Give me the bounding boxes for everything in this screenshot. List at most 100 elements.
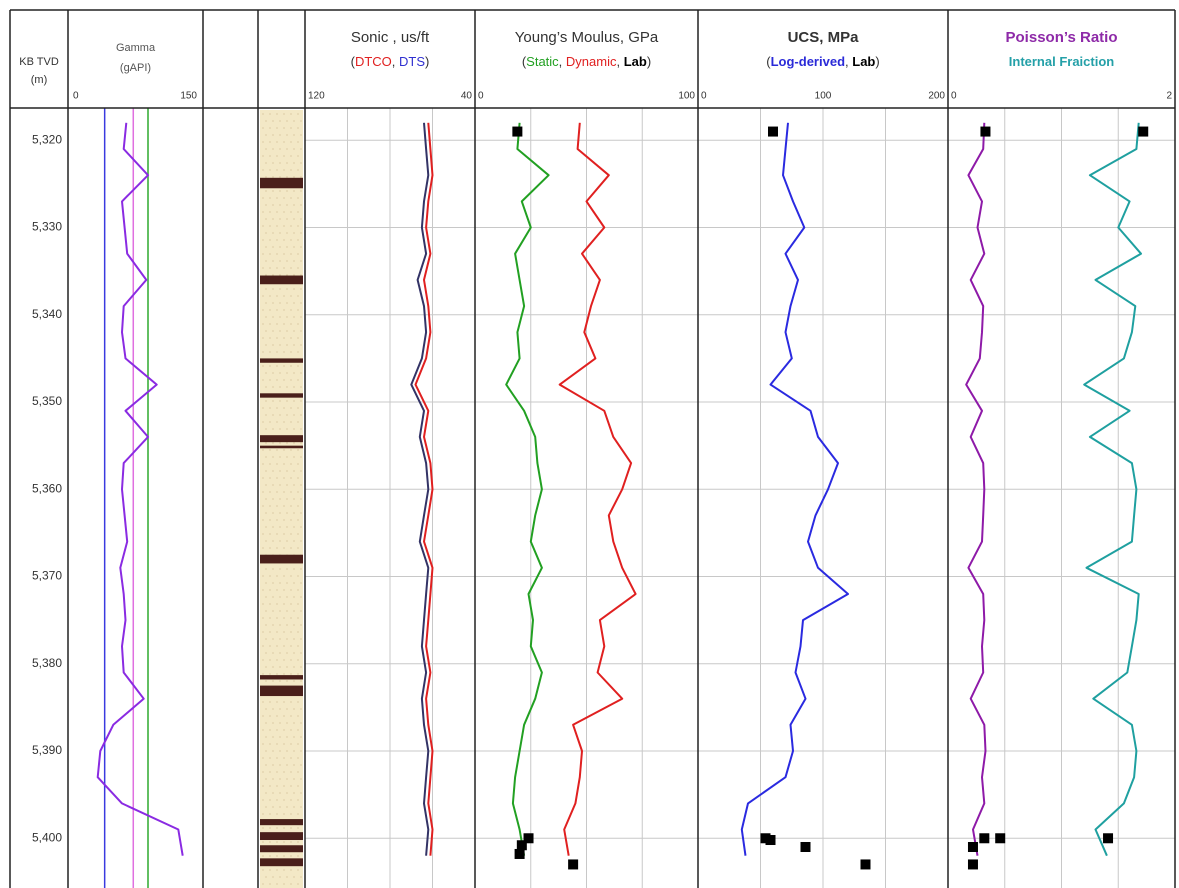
sand-dot xyxy=(269,799,271,801)
sand-dot xyxy=(272,750,274,752)
shale-bed xyxy=(260,358,303,363)
sand-dot xyxy=(286,540,288,542)
sand-dot xyxy=(286,456,288,458)
sand-dot xyxy=(286,484,288,486)
sand-dot xyxy=(290,155,292,157)
sand-dot xyxy=(297,659,299,661)
sand-dot xyxy=(269,295,271,297)
subtitle-part: , xyxy=(845,54,852,69)
sand-dot xyxy=(286,568,288,570)
shale-bed xyxy=(260,832,303,841)
subtitle-part: Log-derived xyxy=(771,54,845,69)
sand-dot xyxy=(276,323,278,325)
sand-dot xyxy=(293,540,295,542)
sand-dot xyxy=(269,519,271,521)
sand-dot xyxy=(290,743,292,745)
sand-dot xyxy=(272,498,274,500)
sand-dot xyxy=(290,533,292,535)
sand-dot xyxy=(286,876,288,878)
sand-dot xyxy=(286,638,288,640)
sand-dot xyxy=(279,162,281,164)
sand-dot xyxy=(272,372,274,374)
sand-dot xyxy=(262,379,264,381)
sand-dot xyxy=(272,680,274,682)
sand-dot xyxy=(269,813,271,815)
sand-dot xyxy=(279,246,281,248)
sand-dot xyxy=(286,344,288,346)
sand-dot xyxy=(300,764,302,766)
sand-dot xyxy=(293,778,295,780)
sand-dot xyxy=(300,652,302,654)
sand-dot xyxy=(272,568,274,570)
sand-dot xyxy=(300,274,302,276)
sand-dot xyxy=(269,141,271,143)
sand-dot xyxy=(300,232,302,234)
sand-dot xyxy=(283,155,285,157)
sand-dot xyxy=(290,701,292,703)
sand-dot xyxy=(265,484,267,486)
sand-dot xyxy=(262,337,264,339)
x-tick-label: 0 xyxy=(73,91,79,102)
sand-dot xyxy=(300,792,302,794)
sand-dot xyxy=(265,540,267,542)
sand-dot xyxy=(293,232,295,234)
sand-dot xyxy=(300,708,302,710)
sand-dot xyxy=(276,225,278,227)
sand-dot xyxy=(297,701,299,703)
sand-dot xyxy=(293,806,295,808)
shale-bed xyxy=(260,675,303,680)
sand-dot xyxy=(279,708,281,710)
sand-dot xyxy=(272,134,274,136)
sand-dot xyxy=(297,113,299,115)
sand-dot xyxy=(297,197,299,199)
track-title: Young’s Moulus, GPa xyxy=(515,29,659,46)
sand-dot xyxy=(262,113,264,115)
sand-dot xyxy=(279,722,281,724)
sand-dot xyxy=(265,148,267,150)
subtitle-part: ( xyxy=(766,54,771,69)
sand-dot xyxy=(297,813,299,815)
sand-dot xyxy=(297,673,299,675)
sand-dot xyxy=(290,813,292,815)
subtitle-part: Internal Fraiction xyxy=(1009,54,1115,69)
sand-dot xyxy=(300,498,302,500)
sand-dot xyxy=(286,204,288,206)
sand-dot xyxy=(265,344,267,346)
sand-dot xyxy=(276,855,278,857)
sand-dot xyxy=(300,176,302,178)
sand-dot xyxy=(300,260,302,262)
lab-point xyxy=(1138,126,1149,137)
sand-dot xyxy=(286,610,288,612)
sand-dot xyxy=(265,260,267,262)
subtitle-part: Static xyxy=(526,54,559,69)
sand-dot xyxy=(290,267,292,269)
sand-dot xyxy=(297,323,299,325)
sand-dot xyxy=(283,645,285,647)
sand-dot xyxy=(283,351,285,353)
sand-dot xyxy=(300,400,302,402)
subtitle-part: Lab xyxy=(624,54,647,69)
sand-dot xyxy=(276,239,278,241)
sand-dot xyxy=(265,302,267,304)
sand-dot xyxy=(297,141,299,143)
shale-bed xyxy=(260,445,303,449)
sand-dot xyxy=(269,841,271,843)
sand-dot xyxy=(272,288,274,290)
sand-dot xyxy=(262,799,264,801)
sand-dot xyxy=(293,302,295,304)
sand-dot xyxy=(272,386,274,388)
sand-dot xyxy=(269,127,271,129)
sand-dot xyxy=(290,785,292,787)
sand-dot xyxy=(272,540,274,542)
sand-dot xyxy=(283,449,285,451)
sand-dot xyxy=(265,638,267,640)
lab-point xyxy=(568,859,579,870)
sand-dot xyxy=(272,176,274,178)
x-tick-label: 100 xyxy=(678,91,695,102)
sand-dot xyxy=(279,232,281,234)
sand-dot xyxy=(297,253,299,255)
sand-dot xyxy=(293,190,295,192)
subtitle-part: , xyxy=(559,54,566,69)
sand-dot xyxy=(283,239,285,241)
x-tick-label: 0 xyxy=(701,91,707,102)
